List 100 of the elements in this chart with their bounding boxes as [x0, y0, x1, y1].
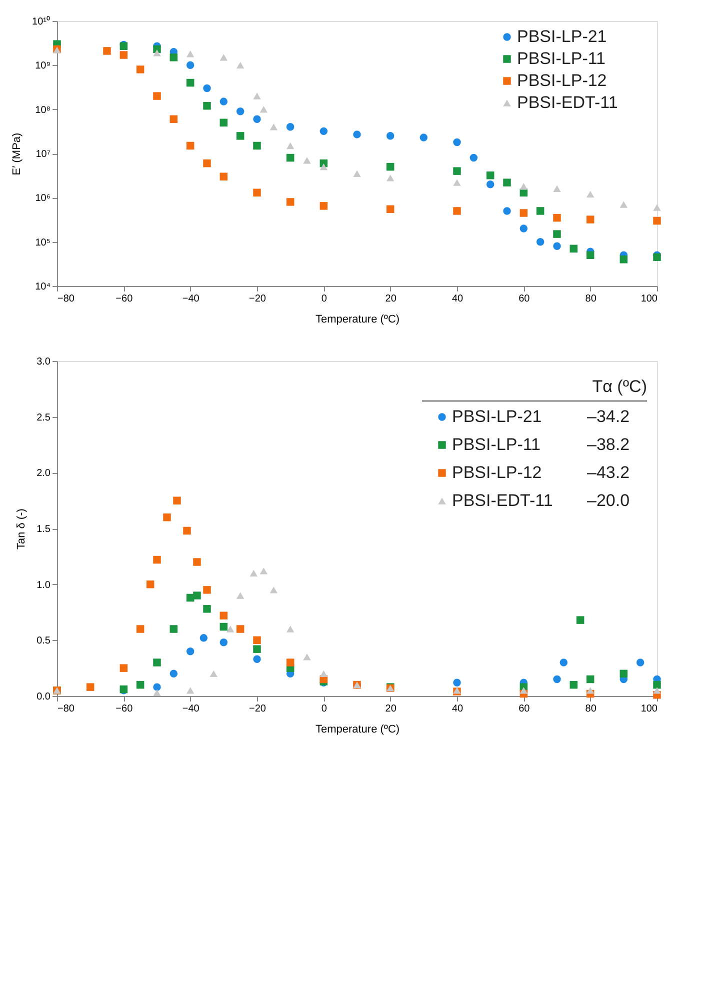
- annotation: –38.2: [587, 435, 630, 454]
- point: [586, 216, 594, 224]
- point: [636, 658, 644, 666]
- point: [203, 605, 211, 613]
- point: [503, 178, 511, 186]
- point: [520, 687, 528, 694]
- point: [553, 214, 561, 222]
- y-tick-label: 2.5: [36, 412, 51, 424]
- point: [260, 106, 268, 113]
- point: [453, 678, 461, 686]
- x-axis-title: Temperature (ºC): [315, 724, 400, 736]
- point: [586, 687, 594, 694]
- point: [220, 98, 228, 106]
- legend-title: Tα (ºC): [592, 377, 647, 396]
- y-tick-label: 10⁷: [36, 149, 51, 160]
- point: [253, 655, 261, 664]
- point: [620, 201, 628, 208]
- point: [286, 142, 294, 150]
- point: [253, 188, 261, 197]
- point: [653, 204, 661, 211]
- point: [183, 526, 191, 535]
- point: [103, 47, 111, 55]
- x-tick-label: 100: [640, 294, 658, 304]
- x-tick-label: 80: [585, 704, 597, 714]
- point: [653, 680, 661, 689]
- point: [486, 180, 494, 188]
- point: [353, 170, 361, 177]
- y-tick-label: 10⁸: [35, 104, 50, 116]
- point: [320, 127, 328, 136]
- x-tick-label: 0: [321, 704, 328, 714]
- annotation: –43.2: [587, 463, 630, 482]
- point: [553, 185, 561, 192]
- legend-label: PBSI-LP-12: [452, 463, 542, 482]
- point: [170, 115, 178, 124]
- point: [286, 658, 294, 666]
- point: [153, 50, 161, 56]
- point: [320, 670, 328, 678]
- point: [520, 224, 528, 232]
- y-tick-label: 10⁹: [35, 60, 50, 72]
- point: [186, 647, 194, 656]
- point: [146, 580, 154, 588]
- point: [386, 205, 394, 214]
- point: [553, 675, 561, 684]
- point: [186, 61, 194, 70]
- point: [226, 626, 234, 632]
- y-tick-label: 0.5: [36, 636, 51, 647]
- x-tick-label: −20: [249, 294, 266, 304]
- point: [203, 102, 211, 110]
- point: [453, 207, 461, 215]
- legend-label: PBSI-LP-11: [452, 435, 541, 454]
- point: [186, 78, 194, 87]
- point: [253, 92, 261, 100]
- point: [236, 107, 244, 116]
- annotation: –34.2: [587, 407, 630, 426]
- legend-label: PBSI-EDT-11: [517, 93, 618, 112]
- x-axis-title: Temperature (ºC): [315, 314, 400, 326]
- y-tick-label: 10¹⁰: [32, 16, 50, 28]
- x-tick-label: −80: [58, 704, 75, 714]
- x-tick-label: −40: [182, 704, 200, 714]
- point: [236, 132, 244, 140]
- point: [163, 513, 171, 522]
- point: [220, 172, 228, 180]
- point: [553, 230, 561, 238]
- point: [220, 118, 228, 126]
- point: [153, 658, 161, 666]
- x-tick-label: 0: [321, 294, 328, 304]
- point: [653, 253, 661, 262]
- x-tick-label: −80: [58, 294, 75, 304]
- x-tick-label: −60: [116, 704, 134, 714]
- point: [253, 636, 261, 644]
- point: [153, 92, 161, 100]
- point: [286, 198, 294, 206]
- y-tick-label: 10⁴: [35, 282, 50, 292]
- point: [136, 680, 144, 689]
- point: [486, 171, 494, 180]
- point: [470, 154, 478, 162]
- point: [586, 251, 594, 259]
- point: [420, 134, 428, 142]
- point: [586, 675, 594, 684]
- point: [170, 54, 178, 62]
- x-tick-label: −20: [249, 704, 266, 714]
- point: [120, 664, 128, 672]
- point: [236, 625, 244, 633]
- point: [560, 658, 568, 666]
- point: [186, 687, 194, 694]
- point: [253, 645, 261, 653]
- point: [220, 54, 228, 61]
- point: [620, 256, 628, 264]
- legend-label: PBSI-LP-21: [517, 27, 607, 46]
- point: [153, 683, 161, 691]
- point: [253, 115, 261, 123]
- point: [536, 238, 544, 246]
- point: [270, 586, 278, 594]
- point: [320, 202, 328, 210]
- point: [173, 496, 181, 504]
- point: [453, 167, 461, 175]
- point: [136, 66, 144, 74]
- point: [153, 689, 161, 696]
- point: [193, 558, 201, 566]
- x-tick-label: 20: [385, 704, 397, 714]
